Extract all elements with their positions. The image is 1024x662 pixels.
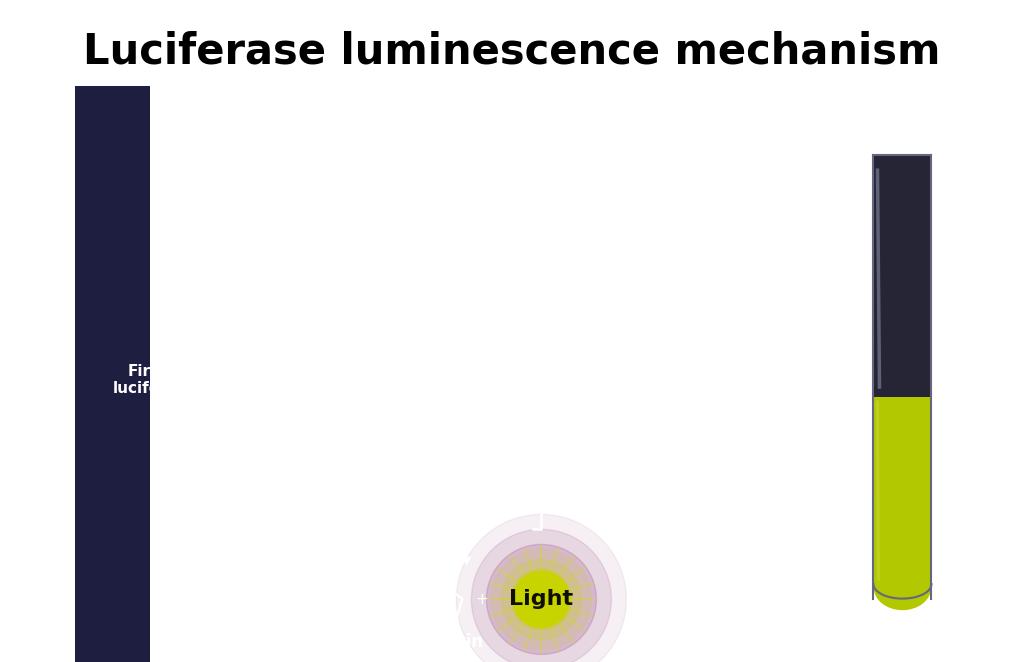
Text: ⁻O: ⁻O (326, 581, 340, 591)
Text: + PPᴵ: + PPᴵ (614, 324, 649, 338)
Text: O: O (497, 336, 505, 346)
Bar (873, 155, 932, 397)
Text: HO: HO (324, 581, 340, 591)
Text: O: O (478, 456, 486, 466)
Text: HO: HO (521, 371, 538, 381)
Ellipse shape (873, 564, 932, 610)
Text: HO: HO (364, 466, 380, 476)
Text: N: N (438, 189, 446, 199)
Text: N: N (382, 592, 390, 602)
Polygon shape (471, 530, 611, 662)
Text: S: S (376, 320, 383, 330)
Text: S: S (504, 169, 511, 179)
Text: N: N (423, 477, 430, 487)
Text: N: N (478, 189, 485, 199)
Text: Light: Light (509, 589, 573, 610)
Bar (873, 397, 932, 590)
Text: O: O (467, 318, 475, 328)
Text: S: S (442, 574, 449, 584)
Text: O⁻: O⁻ (465, 356, 478, 366)
Text: Luciferyl-AMP: Luciferyl-AMP (396, 384, 537, 402)
Text: +: + (475, 592, 487, 607)
Text: S: S (407, 574, 413, 584)
Polygon shape (511, 569, 571, 630)
Text: Adenine: Adenine (567, 325, 613, 335)
Text: Mg²⁺: Mg²⁺ (499, 263, 525, 274)
Text: Luciferin: Luciferin (442, 230, 530, 248)
Polygon shape (521, 579, 561, 620)
Text: OH: OH (548, 371, 563, 381)
Text: N: N (459, 477, 466, 487)
Text: HO: HO (375, 177, 392, 187)
Text: Oxyluciferin: Oxyluciferin (370, 634, 483, 651)
Text: N: N (352, 340, 360, 350)
Text: + CO₂ + AMP + H⁺: + CO₂ + AMP + H⁺ (559, 478, 684, 491)
Text: S: S (412, 320, 419, 330)
Text: S: S (465, 169, 471, 179)
Polygon shape (486, 544, 596, 655)
Text: O: O (441, 334, 450, 344)
Text: Luciferase luminescence mechanism: Luciferase luminescence mechanism (83, 30, 941, 73)
Text: + ATP: + ATP (616, 184, 657, 198)
Text: O: O (409, 318, 417, 328)
Text: S: S (482, 459, 488, 469)
Text: O: O (438, 571, 446, 581)
Text: N: N (419, 592, 426, 602)
Text: O: O (560, 334, 568, 344)
Text: Firefly
luciferase: Firefly luciferase (113, 363, 198, 396)
Text: ·: · (548, 432, 553, 450)
Circle shape (513, 571, 569, 628)
Text: N: N (388, 340, 396, 350)
Text: S: S (446, 459, 453, 469)
Polygon shape (502, 559, 582, 639)
Bar (75, 86, 150, 662)
Text: ⁻O: ⁻O (366, 466, 380, 476)
Polygon shape (492, 549, 592, 649)
Polygon shape (457, 514, 627, 662)
Text: O₂: O₂ (478, 418, 492, 428)
Text: CO₂⁻: CO₂⁻ (537, 173, 562, 183)
Text: P: P (468, 334, 475, 348)
Text: HO: HO (293, 328, 310, 338)
